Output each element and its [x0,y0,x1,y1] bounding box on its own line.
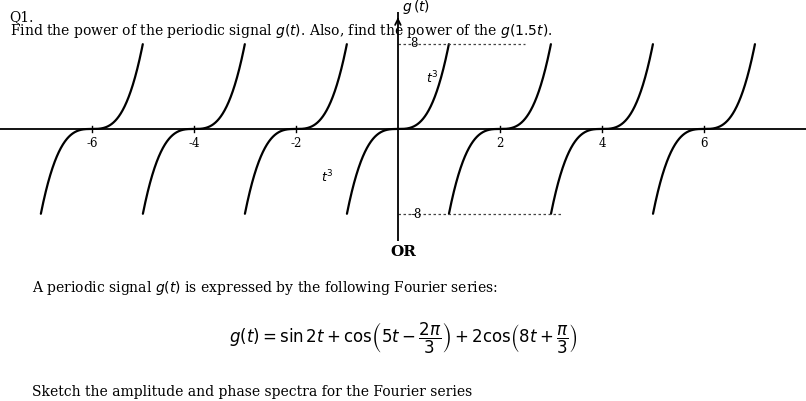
Text: -4: -4 [188,138,200,150]
Text: $t^3$: $t^3$ [426,70,438,86]
Text: 2: 2 [496,138,504,150]
Text: Sketch the amplitude and phase spectra for the Fourier series: Sketch the amplitude and phase spectra f… [32,385,472,399]
Text: $g(t) = \sin 2t + \cos\!\left(5t - \dfrac{2\pi}{3}\right) + 2\cos\!\left(8t + \d: $g(t) = \sin 2t + \cos\!\left(5t - \dfra… [229,321,577,356]
Text: Find the power of the periodic signal $g(t)$. Also, find the power of the $\math: Find the power of the periodic signal $g… [10,22,552,40]
Text: OR: OR [390,245,416,259]
Text: -2: -2 [290,138,301,150]
Text: -6: -6 [86,138,98,150]
Text: $t^3$: $t^3$ [322,168,334,185]
Text: 8: 8 [410,37,418,51]
Text: A periodic signal $g(t)$ is expressed by the following Fourier series:: A periodic signal $g(t)$ is expressed by… [32,279,498,297]
Text: 4: 4 [598,138,605,150]
Text: $g\,(t)$: $g\,(t)$ [401,0,430,16]
Text: -8: -8 [410,208,422,221]
Text: 6: 6 [700,138,708,150]
Text: Q1.: Q1. [10,10,34,24]
